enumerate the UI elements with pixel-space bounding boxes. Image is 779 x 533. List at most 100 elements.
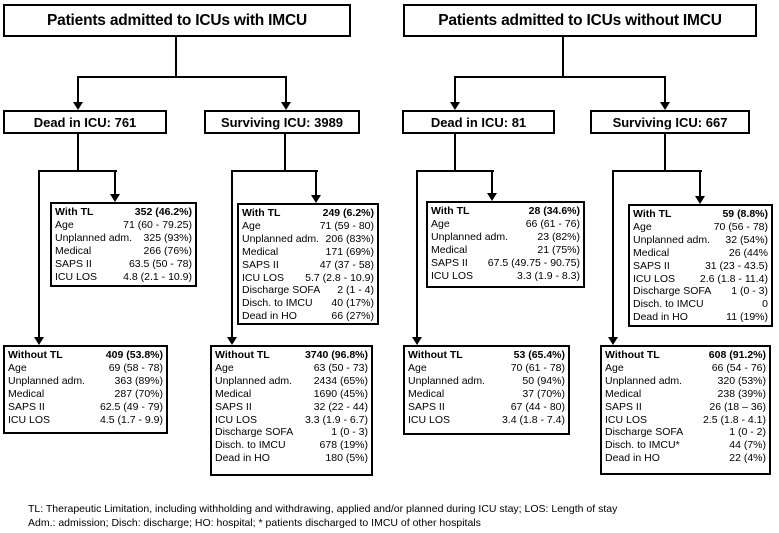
stat-row: SAPS II 67 (44 - 80) — [408, 401, 565, 414]
stat-label: Discharge SOFA — [605, 426, 684, 439]
connector-line — [416, 170, 418, 338]
stat-label: Disch. to IMCU* — [605, 439, 680, 452]
stat-row: SAPS II 26 (18 – 36) — [605, 401, 766, 414]
stat-row: Medical 37 (70%) — [408, 388, 565, 401]
detail-header-label: Without TL — [408, 349, 463, 361]
footnote-line-1: TL: Therapeutic Limitation, including wi… — [28, 503, 618, 515]
stat-value: 66 (27%) — [331, 310, 374, 323]
stat-label: Discharge SOFA — [633, 285, 712, 298]
connector-line — [491, 170, 493, 194]
stat-label: ICU LOS — [633, 272, 676, 285]
stat-value: 69 (58 - 78) — [108, 361, 163, 374]
stat-label: Medical — [242, 245, 279, 258]
detail-box-without-imcu-dead-without-tl: Without TL 53 (65.4%) Age 70 (61 - 78) U… — [403, 345, 570, 435]
stat-row: Age 71 (60 - 79.25) — [55, 219, 192, 232]
stat-value: 21 (75%) — [537, 243, 580, 256]
connector-line — [664, 76, 666, 103]
detail-header: With TL 28 (34.6%) — [431, 205, 580, 218]
connector-line — [315, 170, 317, 196]
stat-row: Dead in HO 11 (19%) — [633, 311, 768, 324]
connector-line — [699, 170, 701, 197]
node-surviving-icu-without-imcu: Surviving ICU: 667 — [590, 110, 750, 134]
node-label: Dead in ICU: 81 — [430, 114, 527, 130]
detail-box-without-imcu-surviving-without-tl: Without TL 608 (91.2%) Age 66 (54 - 76) … — [600, 345, 771, 475]
arrow-down-icon — [608, 337, 618, 345]
stat-rows: Age 63 (50 - 73) Unplanned adm. 2434 (65… — [215, 362, 368, 465]
stat-rows: Age 69 (58 - 78) Unplanned adm. 363 (89%… — [8, 362, 163, 427]
stat-label: SAPS II — [55, 257, 92, 270]
stat-row: ICU LOS 3.3 (1.9 - 8.3) — [431, 270, 580, 283]
arrow-down-icon — [412, 337, 422, 345]
arrow-down-icon — [487, 193, 497, 201]
detail-header-label: With TL — [242, 207, 281, 219]
stat-value: 266 (76%) — [143, 244, 192, 257]
stat-rows: Age 70 (61 - 78) Unplanned adm. 50 (94%)… — [408, 362, 565, 427]
stat-label: Unplanned adm. — [605, 374, 683, 387]
stat-row: SAPS II 67.5 (49.75 - 90.75) — [431, 257, 580, 270]
stat-value: 678 (19%) — [319, 439, 368, 452]
stat-row: Dead in HO 22 (4%) — [605, 452, 766, 465]
stat-rows: Age 70 (56 - 78) Unplanned adm. 32 (54%)… — [633, 221, 768, 324]
stat-row: ICU LOS 5.7 (2.8 - 10.9) — [242, 272, 374, 285]
stat-value: 363 (89%) — [114, 374, 163, 387]
stat-label: Unplanned adm. — [408, 374, 486, 387]
stat-row: Age 69 (58 - 78) — [8, 362, 163, 375]
arrow-down-icon — [227, 337, 237, 345]
stat-label: Age — [215, 361, 234, 374]
stat-row: ICU LOS 4.8 (2.1 - 10.9) — [55, 271, 192, 284]
stat-label: Unplanned adm. — [633, 233, 711, 246]
arrow-down-icon — [450, 102, 460, 110]
detail-header: With TL 352 (46.2%) — [55, 206, 192, 219]
stat-label: Medical — [55, 244, 92, 257]
stat-label: Age — [633, 220, 652, 233]
stat-row: Dead in HO 66 (27%) — [242, 310, 374, 323]
stat-label: Medical — [605, 387, 642, 400]
stat-value: 71 (60 - 79.25) — [123, 218, 192, 231]
stat-label: Medical — [633, 246, 670, 259]
stat-row: Discharge SOFA 1 (0 - 3) — [633, 285, 768, 298]
node-dead-icu-with-imcu: Dead in ICU: 761 — [3, 110, 167, 134]
stat-value: 2.6 (1.8 - 11.4) — [699, 272, 768, 285]
title-box-without-imcu: Patients admitted to ICUs without IMCU — [403, 4, 757, 37]
stat-row: Unplanned adm. 325 (93%) — [55, 232, 192, 245]
title-box-with-imcu: Patients admitted to ICUs with IMCU — [3, 4, 351, 37]
stat-label: Dead in HO — [633, 311, 688, 324]
connector-line — [77, 134, 79, 171]
detail-header-value: 249 (6.2%) — [322, 207, 374, 219]
stat-value: 1 (0 - 3) — [331, 426, 368, 439]
node-surviving-icu-with-imcu: Surviving ICU: 3989 — [204, 110, 360, 134]
arrow-down-icon — [311, 195, 321, 203]
stat-value: 171 (69%) — [325, 245, 374, 258]
stat-row: ICU LOS 3.3 (1.9 - 6.7) — [215, 414, 368, 427]
detail-header: With TL 249 (6.2%) — [242, 207, 374, 220]
stat-rows: Age 66 (54 - 76) Unplanned adm. 320 (53%… — [605, 362, 766, 465]
detail-header-value: 409 (53.8%) — [105, 349, 163, 361]
stat-label: Unplanned adm. — [431, 230, 509, 243]
stat-value: 67.5 (49.75 - 90.75) — [487, 256, 580, 269]
stat-label: SAPS II — [633, 259, 670, 272]
stat-row: SAPS II 47 (37 - 58) — [242, 259, 374, 272]
stat-label: Disch. to IMCU — [242, 297, 313, 310]
stat-label: Dead in HO — [242, 310, 297, 323]
stat-value: 238 (39%) — [717, 387, 766, 400]
detail-header-value: 352 (46.2%) — [134, 206, 192, 218]
stat-value: 44 (7%) — [729, 439, 766, 452]
stat-value: 325 (93%) — [143, 231, 192, 244]
stat-row: Discharge SOFA 1 (0 - 3) — [215, 426, 368, 439]
arrow-down-icon — [73, 102, 83, 110]
stat-row: Unplanned adm. 320 (53%) — [605, 375, 766, 388]
stat-value: 31 (23 - 43.5) — [704, 259, 768, 272]
detail-header-label: Without TL — [215, 349, 270, 361]
stat-label: ICU LOS — [408, 413, 451, 426]
stat-label: SAPS II — [431, 256, 468, 269]
stat-row: Disch. to IMCU 40 (17%) — [242, 297, 374, 310]
stat-rows: Age 66 (61 - 76) Unplanned adm. 23 (82%)… — [431, 218, 580, 283]
connector-line — [612, 170, 702, 172]
stat-row: ICU LOS 2.5 (1.8 - 4.1) — [605, 414, 766, 427]
stat-row: Unplanned adm. 2434 (65%) — [215, 375, 368, 388]
detail-header: Without TL 608 (91.2%) — [605, 349, 766, 362]
stat-row: Medical 171 (69%) — [242, 246, 374, 259]
detail-box-with-imcu-surviving-with-tl: With TL 249 (6.2%) Age 71 (59 - 80) Unpl… — [237, 203, 379, 325]
stat-value: 32 (54%) — [725, 233, 768, 246]
stat-label: Age — [55, 218, 74, 231]
